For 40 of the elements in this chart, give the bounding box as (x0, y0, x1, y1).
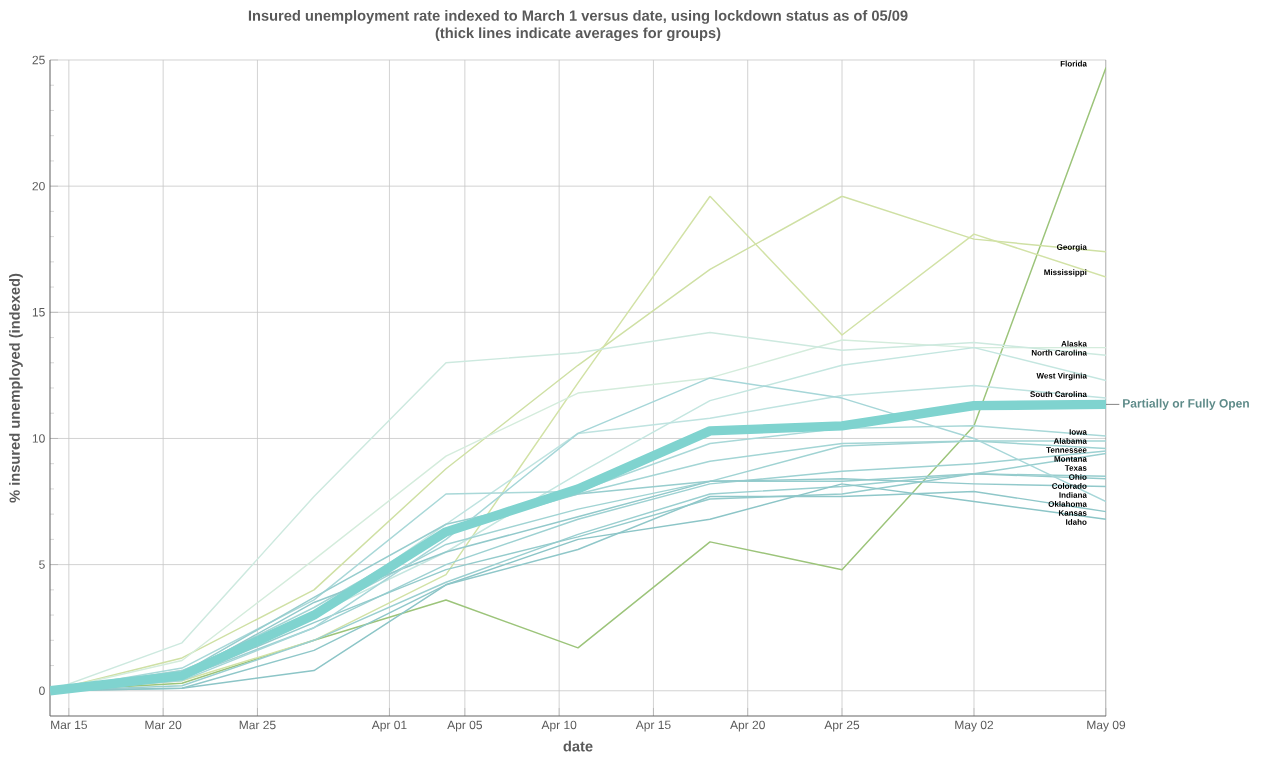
x-tick-label: Mar 25 (239, 720, 276, 730)
x-tick-label: May 09 (1087, 720, 1126, 732)
x-tick-label: Apr 15 (635, 720, 671, 732)
annotation: Ohio (1068, 473, 1087, 480)
annotation: Iowa (1069, 429, 1087, 435)
y-axis-title: % insured unemployed (indexed) (9, 273, 23, 503)
annotation: Montana (1054, 456, 1087, 462)
x-tick-label: Mar 15 (51, 720, 88, 730)
annotation: Colorado (1052, 482, 1087, 489)
x-tick-label: May 02 (955, 720, 994, 732)
annotation: Idaho (1066, 518, 1087, 525)
annotation: Tennessee (1046, 447, 1087, 453)
x-tick-label: Apr 25 (824, 720, 860, 732)
x-tick-label: Apr 05 (447, 720, 483, 732)
annotation: Alaska (1061, 340, 1087, 347)
annotation: Indiana (1059, 491, 1087, 498)
y-tick-label: 25 (32, 55, 45, 65)
chart-subtitle: (thick lines indicate averages for groups) (435, 27, 721, 42)
annotation: Texas (1064, 465, 1087, 471)
y-tick-label: 20 (32, 181, 45, 191)
annotation: Georgia (1056, 243, 1087, 252)
y-tick-label: 5 (39, 560, 45, 569)
x-axis-title: date (563, 740, 593, 752)
annotation: West Virginia (1036, 372, 1087, 381)
x-tick-label: Apr 10 (541, 720, 577, 732)
x-tick-label: Apr 01 (371, 720, 407, 732)
series-label: Partially or Fully Open (1123, 398, 1249, 410)
x-tick-label: Apr 20 (730, 720, 765, 732)
y-tick-label: 10 (32, 434, 45, 443)
chart-title: Insured unemployment rate indexed to March 1 versus date, using lockdown status as of 05/09 (248, 10, 908, 24)
annotation: North Carolina (1031, 349, 1087, 356)
x-tick-label: Mar 20 (145, 720, 182, 730)
annotation: Kansas (1058, 510, 1087, 516)
annotation: South Carolina (1030, 391, 1087, 398)
annotation: Florida (1060, 60, 1087, 67)
annotation: Oklahoma (1048, 500, 1087, 507)
annotation: Alabama (1053, 437, 1087, 444)
y-tick-label: 0 (39, 686, 45, 696)
y-tick-label: 15 (32, 308, 45, 317)
annotation: Mississippi (1044, 269, 1087, 277)
